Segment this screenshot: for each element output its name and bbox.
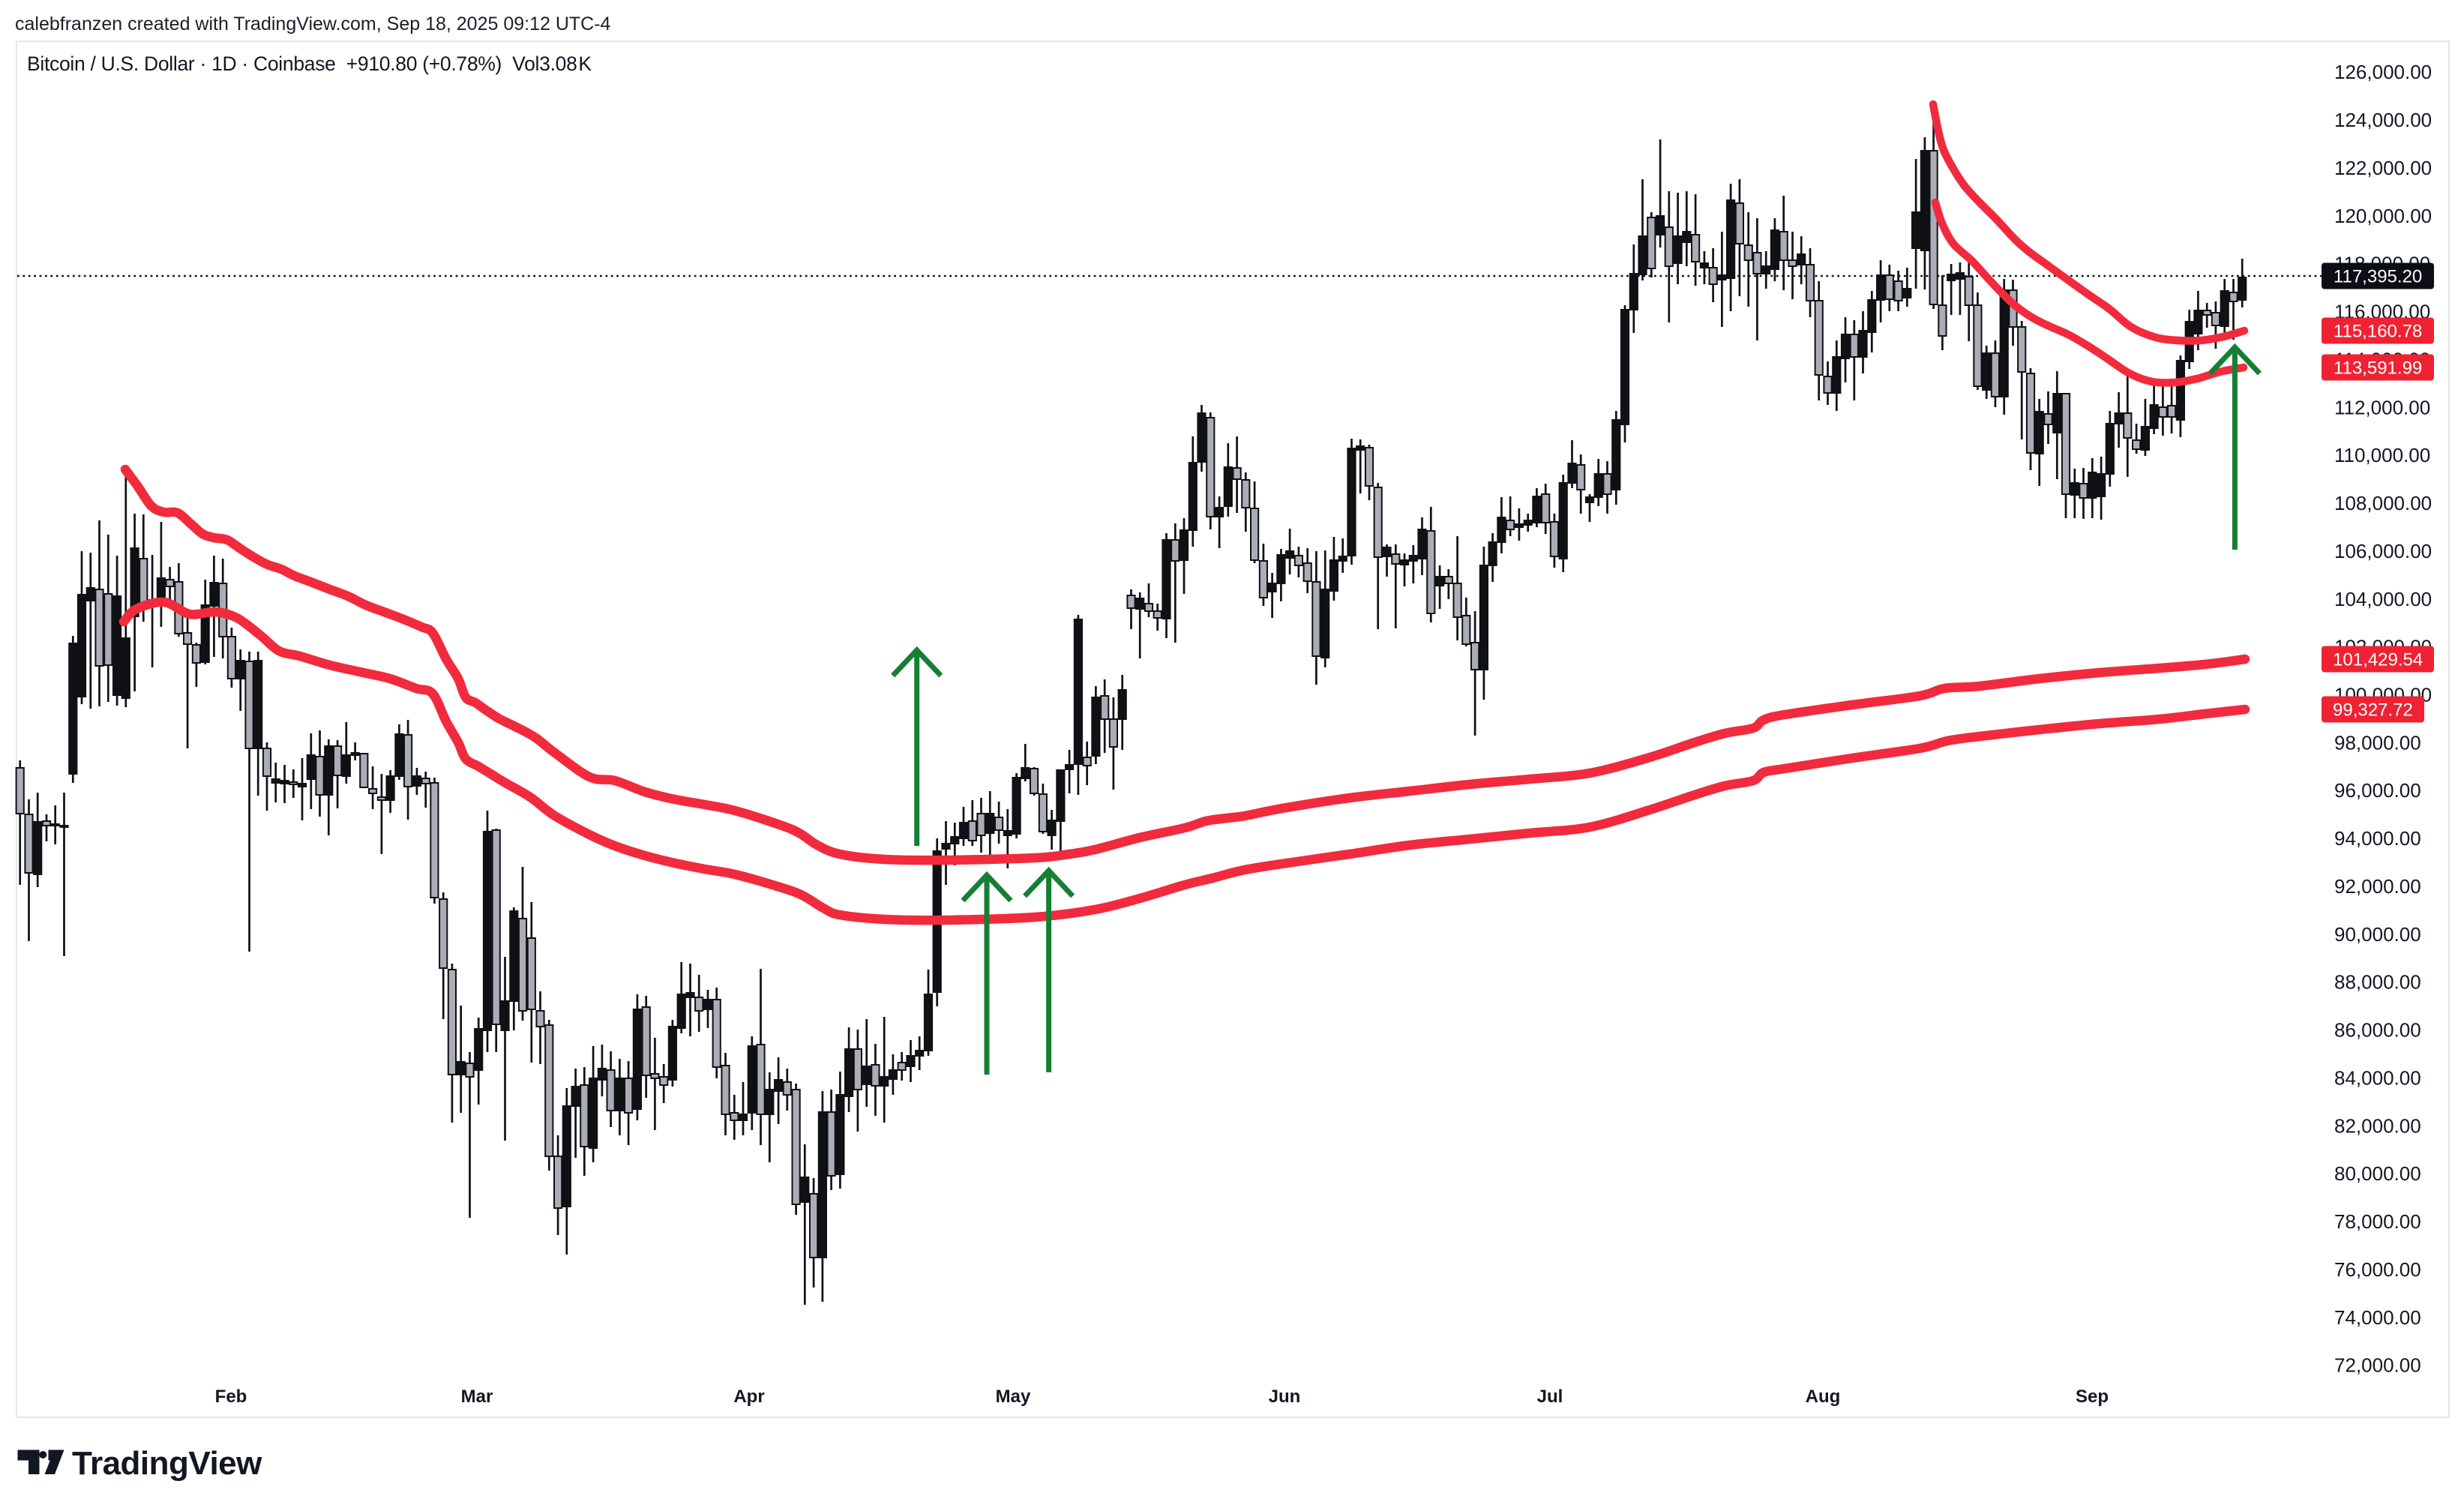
- svg-text:122,000.00: 122,000.00: [2334, 157, 2432, 179]
- svg-text:Aug: Aug: [1806, 1387, 1841, 1407]
- svg-text:98,000.00: 98,000.00: [2334, 731, 2421, 754]
- svg-text:82,000.00: 82,000.00: [2334, 1114, 2421, 1137]
- svg-text:84,000.00: 84,000.00: [2334, 1066, 2421, 1089]
- svg-text:101,429.54: 101,429.54: [2333, 650, 2423, 670]
- svg-text:May: May: [996, 1387, 1031, 1407]
- svg-text:Bitcoin / U.S. Dollar · 1D · C: Bitcoin / U.S. Dollar · 1D · Coinbase +9…: [27, 52, 592, 75]
- svg-text:112,000.00: 112,000.00: [2334, 396, 2430, 418]
- svg-text:115,160.78: 115,160.78: [2334, 322, 2422, 342]
- svg-text:78,000.00: 78,000.00: [2334, 1210, 2421, 1233]
- svg-text:72,000.00: 72,000.00: [2334, 1354, 2421, 1377]
- svg-text:106,000.00: 106,000.00: [2334, 540, 2432, 562]
- svg-text:Mar: Mar: [461, 1387, 493, 1407]
- svg-text:92,000.00: 92,000.00: [2334, 875, 2421, 898]
- svg-text:Jun: Jun: [1269, 1387, 1301, 1407]
- svg-text:104,000.00: 104,000.00: [2334, 588, 2432, 610]
- svg-text:120,000.00: 120,000.00: [2334, 205, 2432, 227]
- svg-text:Sep: Sep: [2076, 1387, 2109, 1407]
- svg-text:88,000.00: 88,000.00: [2334, 971, 2421, 994]
- svg-text:Jul: Jul: [1537, 1387, 1563, 1407]
- svg-text:86,000.00: 86,000.00: [2334, 1019, 2421, 1042]
- svg-text:108,000.00: 108,000.00: [2334, 492, 2432, 514]
- svg-text:96,000.00: 96,000.00: [2334, 779, 2421, 802]
- svg-text:74,000.00: 74,000.00: [2334, 1306, 2421, 1329]
- svg-text:94,000.00: 94,000.00: [2334, 827, 2421, 850]
- svg-text:Apr: Apr: [733, 1387, 764, 1407]
- svg-text:117,395.20: 117,395.20: [2334, 267, 2422, 287]
- svg-text:calebfranzen created with Trad: calebfranzen created with TradingView.co…: [15, 13, 611, 34]
- svg-text:Feb: Feb: [215, 1387, 247, 1407]
- svg-text:76,000.00: 76,000.00: [2334, 1258, 2421, 1281]
- svg-text:99,327.72: 99,327.72: [2333, 700, 2413, 721]
- svg-text:TradingView: TradingView: [72, 1445, 262, 1482]
- svg-text:126,000.00: 126,000.00: [2334, 61, 2432, 83]
- svg-text:124,000.00: 124,000.00: [2334, 109, 2432, 131]
- svg-text:113,591.99: 113,591.99: [2334, 358, 2422, 379]
- svg-text:110,000.00: 110,000.00: [2334, 444, 2430, 466]
- svg-text:90,000.00: 90,000.00: [2334, 923, 2421, 946]
- svg-text:80,000.00: 80,000.00: [2334, 1162, 2421, 1185]
